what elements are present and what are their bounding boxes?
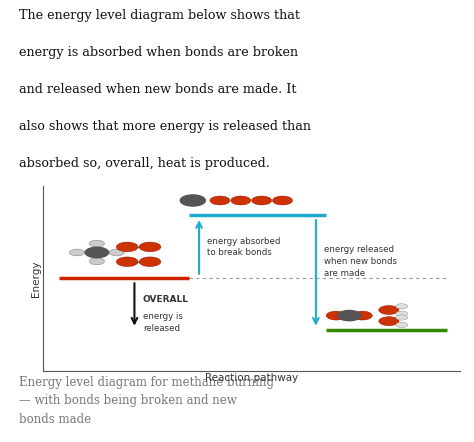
Circle shape <box>139 242 161 252</box>
Text: absorbed so, overall, heat is produced.: absorbed so, overall, heat is produced. <box>19 157 270 170</box>
Text: OVERALL: OVERALL <box>143 295 189 304</box>
Text: The energy level diagram below shows that: The energy level diagram below shows tha… <box>19 9 300 22</box>
Circle shape <box>89 258 104 265</box>
Text: energy released
when new bonds
are made: energy released when new bonds are made <box>324 245 397 278</box>
Circle shape <box>210 196 230 205</box>
Text: energy is
released: energy is released <box>143 312 182 333</box>
Text: energy is absorbed when bonds are broken: energy is absorbed when bonds are broken <box>19 46 298 59</box>
Circle shape <box>352 311 372 320</box>
Text: and released when new bonds are made. It: and released when new bonds are made. It <box>19 83 296 96</box>
Circle shape <box>180 195 205 206</box>
Circle shape <box>273 196 292 205</box>
Text: energy absorbed
to break bonds: energy absorbed to break bonds <box>208 236 281 257</box>
Circle shape <box>89 240 104 247</box>
Circle shape <box>231 196 251 205</box>
Circle shape <box>396 311 408 316</box>
Circle shape <box>139 257 161 267</box>
Circle shape <box>116 257 138 267</box>
Circle shape <box>379 305 399 315</box>
Circle shape <box>109 249 124 256</box>
Circle shape <box>338 310 361 321</box>
Text: also shows that more energy is released than: also shows that more energy is released … <box>19 120 311 133</box>
Circle shape <box>396 304 408 309</box>
Circle shape <box>116 242 138 252</box>
X-axis label: Reaction pathway: Reaction pathway <box>205 373 298 383</box>
Circle shape <box>326 311 346 320</box>
Circle shape <box>379 316 399 326</box>
Circle shape <box>69 249 85 256</box>
Circle shape <box>396 322 408 328</box>
Text: Energy level diagram for methane burning
— with bonds being broken and new
bonds: Energy level diagram for methane burning… <box>19 376 274 426</box>
Circle shape <box>252 196 272 205</box>
Circle shape <box>396 315 408 320</box>
Circle shape <box>85 247 109 258</box>
Y-axis label: Energy: Energy <box>31 260 41 297</box>
